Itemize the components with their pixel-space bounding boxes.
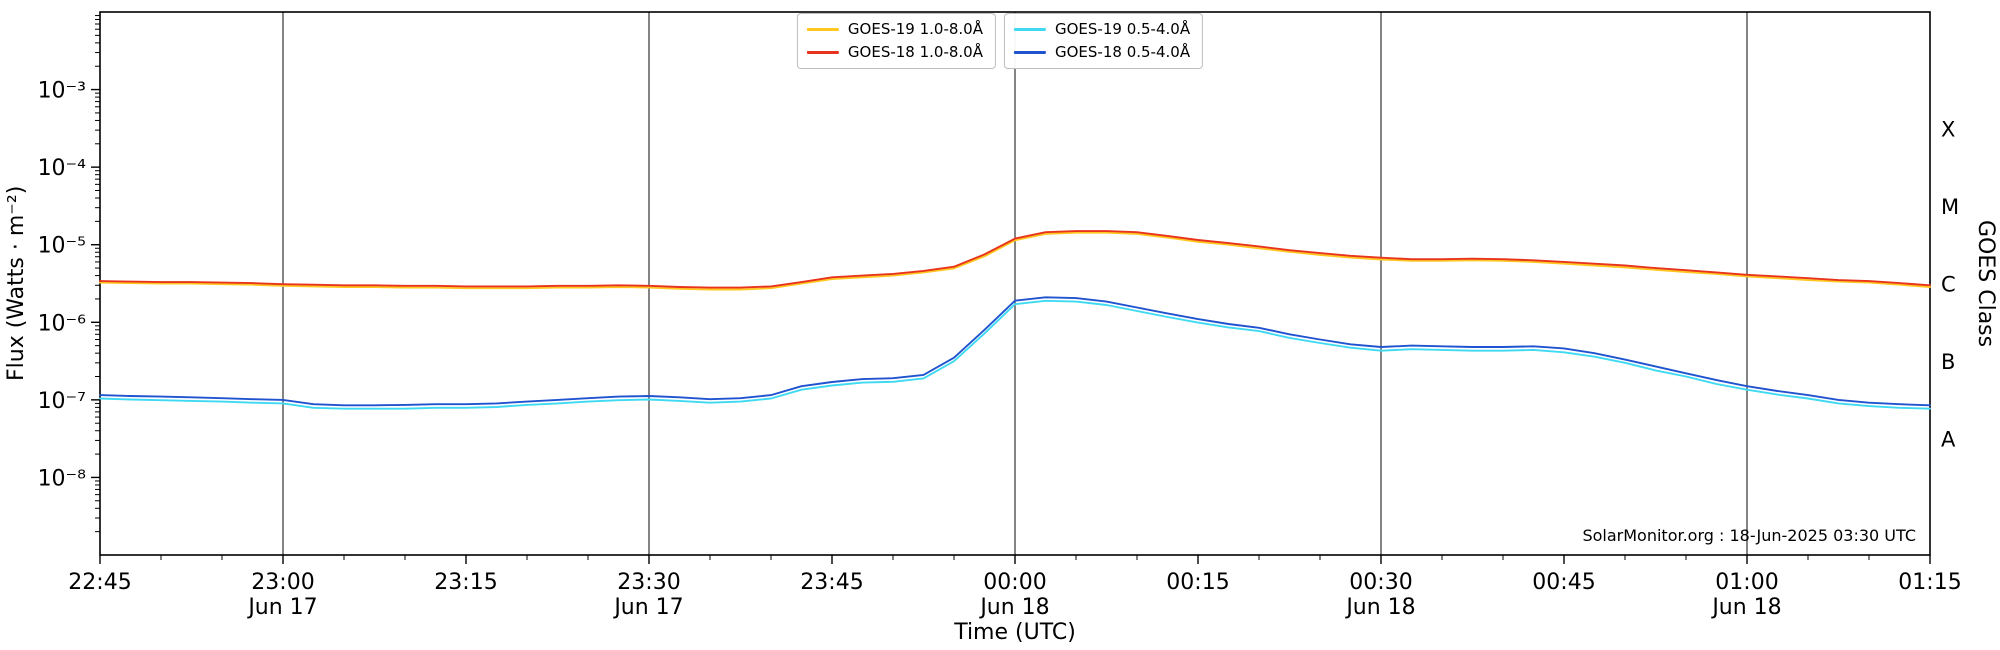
legend-box-long-channel: GOES-19 1.0-8.0Å GOES-18 1.0-8.0Å bbox=[796, 13, 996, 69]
x-tick-label: 22:45 bbox=[68, 570, 131, 595]
chart-legend: GOES-19 1.0-8.0Å GOES-18 1.0-8.0Å GOES-1… bbox=[796, 13, 1204, 69]
legend-swatch-goes18-long bbox=[806, 51, 839, 54]
x-tick-date-label: Jun 18 bbox=[1710, 595, 1781, 620]
legend-label-goes19-long: GOES-19 1.0-8.0Å bbox=[847, 20, 983, 38]
x-tick-label: 01:15 bbox=[1898, 570, 1961, 595]
right-axis-label: GOES Class bbox=[1973, 219, 1998, 348]
goes-class-letter-M: M bbox=[1941, 195, 1959, 219]
series-line-goes-18-0-5-4-0- bbox=[99, 296, 1931, 407]
legend-item-goes18-long: GOES-18 1.0-8.0Å bbox=[806, 42, 983, 63]
y-axis-label: Flux (Watts · m⁻²) bbox=[4, 185, 29, 382]
series-line-goes-19-0-5-4-0- bbox=[99, 299, 1931, 410]
x-tick-date-label: Jun 17 bbox=[612, 595, 683, 620]
y-tick-label: 10⁻⁶ bbox=[38, 311, 87, 336]
legend-label-goes18-long: GOES-18 1.0-8.0Å bbox=[847, 43, 983, 61]
goes-class-letter-X: X bbox=[1941, 117, 1955, 141]
y-tick-label: 10⁻⁵ bbox=[38, 234, 86, 259]
x-tick-date-label: Jun 17 bbox=[246, 595, 317, 620]
x-tick-label: 00:45 bbox=[1532, 570, 1595, 595]
legend-swatch-goes19-short bbox=[1014, 28, 1046, 31]
x-axis-label: Time (UTC) bbox=[954, 620, 1076, 645]
source-annotation: SolarMonitor.org : 18-Jun-2025 03:30 UTC bbox=[1582, 526, 1916, 545]
x-tick-label: 23:00 bbox=[251, 570, 314, 595]
y-tick-label: 10⁻⁸ bbox=[38, 466, 87, 491]
x-tick-label: 23:30 bbox=[617, 570, 680, 595]
x-tick-label: 00:15 bbox=[1166, 570, 1229, 595]
x-tick-label: 00:00 bbox=[983, 570, 1046, 595]
y-tick-label: 10⁻⁷ bbox=[38, 389, 86, 414]
legend-item-goes19-long: GOES-19 1.0-8.0Å bbox=[806, 19, 983, 40]
legend-swatch-goes18-short bbox=[1014, 51, 1046, 54]
legend-label-goes18-short: GOES-18 0.5-4.0Å bbox=[1055, 43, 1191, 61]
goes-class-letter-C: C bbox=[1941, 273, 1956, 297]
x-tick-label: 23:45 bbox=[800, 570, 863, 595]
x-tick-date-label: Jun 18 bbox=[978, 595, 1049, 620]
x-tick-label: 01:00 bbox=[1715, 570, 1778, 595]
series-line-goes-18-1-0-8-0- bbox=[99, 230, 1931, 289]
legend-item-goes19-short: GOES-19 0.5-4.0Å bbox=[1014, 19, 1190, 40]
y-tick-label: 10⁻⁴ bbox=[38, 156, 87, 181]
legend-swatch-goes19-long bbox=[806, 28, 839, 31]
legend-item-goes18-short: GOES-18 0.5-4.0Å bbox=[1014, 42, 1190, 63]
y-tick-label: 10⁻³ bbox=[38, 79, 86, 104]
legend-box-short-channel: GOES-19 0.5-4.0Å GOES-18 0.5-4.0Å bbox=[1004, 13, 1204, 69]
goes-class-letter-B: B bbox=[1941, 350, 1955, 374]
legend-label-goes19-short: GOES-19 0.5-4.0Å bbox=[1055, 20, 1191, 38]
x-tick-label: 00:30 bbox=[1349, 570, 1412, 595]
x-tick-label: 23:15 bbox=[434, 570, 497, 595]
goes-class-letter-A: A bbox=[1941, 428, 1956, 452]
series-line-goes-19-1-0-8-0- bbox=[99, 231, 1931, 291]
x-tick-date-label: Jun 18 bbox=[1344, 595, 1415, 620]
